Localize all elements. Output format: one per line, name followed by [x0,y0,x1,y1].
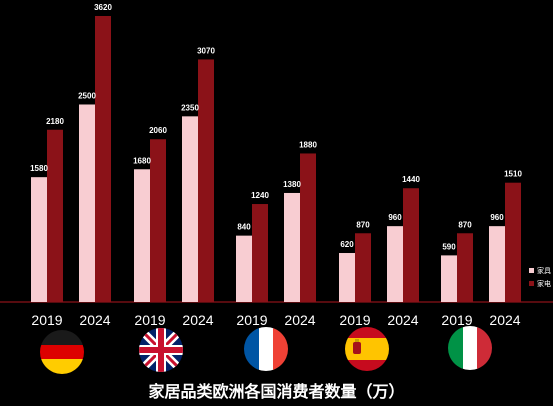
value-label-furniture-2: 1680 [133,156,151,165]
bar-appliances-8 [457,233,473,302]
value-label-furniture-1: 2500 [78,91,96,100]
bar-furniture-5 [284,192,300,302]
uk-flag [139,328,183,372]
year-label-3: 2024 [182,312,213,328]
bar-appliances-9 [505,182,521,302]
value-label-appliances-7: 1440 [402,175,420,184]
bar-appliances-3 [198,59,214,303]
year-label-1: 2024 [79,312,110,328]
chart-title: 家居品类欧洲各国消费者数量（万） [148,382,405,401]
bar-appliances-2 [150,139,166,302]
legend: 家具 家电 [529,266,551,288]
bars [31,16,521,303]
bar-furniture-1 [79,104,95,302]
value-label-furniture-5: 1380 [283,180,301,189]
value-label-appliances-9: 1510 [504,170,522,179]
value-label-furniture-7: 960 [388,213,402,222]
bar-furniture-3 [182,116,198,303]
bar-appliances-1 [95,16,111,302]
bar-appliances-4 [252,204,268,302]
value-label-furniture-0: 1580 [30,164,48,173]
spain-flag [345,327,389,371]
bar-furniture-6 [339,253,355,302]
year-label-6: 2019 [339,312,370,328]
year-label-7: 2024 [387,312,418,328]
legend-swatch-furniture [529,268,534,273]
bar-furniture-9 [489,226,505,302]
year-label-4: 2019 [236,312,267,328]
year-label-2: 2019 [134,312,165,328]
italy-flag [448,326,492,370]
value-label-appliances-6: 870 [356,220,370,229]
bar-appliances-7 [403,188,419,302]
value-label-appliances-1: 3620 [94,3,112,12]
bar-furniture-8 [441,255,457,302]
year-labels: 2019 2024 2019 2024 2019 2024 2019 2024 2019 2024 [31,312,520,328]
value-label-furniture-3: 2350 [181,103,199,112]
legend-label-appliances: 家电 [537,279,551,288]
value-label-furniture-9: 960 [490,213,504,222]
year-label-0: 2019 [31,312,62,328]
bar-furniture-4 [236,235,252,302]
value-label-furniture-4: 840 [237,223,251,232]
value-label-furniture-8: 590 [442,242,456,251]
value-label-appliances-0: 2180 [46,117,64,126]
france-flag [244,327,288,371]
bar-appliances-0 [47,129,63,302]
value-label-appliances-5: 1880 [299,140,317,149]
bar-furniture-0 [31,177,47,302]
germany-flag [40,330,84,374]
legend-swatch-appliances [529,281,534,286]
year-label-9: 2024 [489,312,520,328]
value-label-appliances-2: 2060 [149,126,167,135]
bar-furniture-7 [387,226,403,302]
year-label-8: 2019 [441,312,472,328]
bar-appliances-5 [300,153,316,302]
year-label-5: 2024 [284,312,315,328]
value-labels: 1580 2180 2500 3620 1680 2060 2350 3070 840 1240 1… [30,3,522,251]
legend-label-furniture: 家具 [537,266,551,275]
value-label-appliances-4: 1240 [251,191,269,200]
value-label-furniture-6: 620 [340,240,354,249]
value-label-appliances-8: 870 [458,220,472,229]
bar-appliances-6 [355,233,371,302]
bar-furniture-2 [134,169,150,302]
value-label-appliances-3: 3070 [197,46,215,55]
